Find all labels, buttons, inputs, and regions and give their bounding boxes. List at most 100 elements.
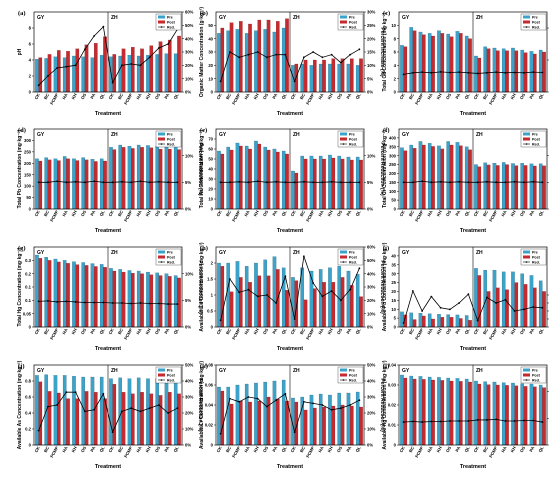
- axis-frame: [215, 364, 365, 446]
- reduction-point: [120, 64, 123, 67]
- bar-pre: [418, 141, 423, 210]
- y2-tick-label: 5%: [367, 180, 373, 185]
- reduction-point: [102, 301, 105, 304]
- x-tick-label: OS: [445, 445, 452, 453]
- y-tick-label: 0: [29, 443, 32, 448]
- reduction-point: [513, 71, 516, 74]
- reduction-point: [349, 288, 352, 291]
- legend-label-post: Post: [167, 255, 176, 259]
- legend-swatch-post: [523, 255, 530, 259]
- y-tick-label: 0: [211, 207, 214, 212]
- x-tick-label: KH: [253, 328, 260, 336]
- x-tick-label: BC: [43, 328, 50, 336]
- legend-swatch-red-dot: [160, 143, 163, 145]
- x-tick-label: PCMP: [414, 92, 424, 105]
- x-tick-label: BC: [408, 210, 415, 218]
- legend-swatch-red-dot: [160, 26, 163, 28]
- reduction-point: [46, 75, 49, 77]
- legend-swatch-pre: [158, 368, 165, 372]
- x-tick-label: KH: [71, 328, 78, 336]
- x-tick-label: QL: [280, 327, 287, 335]
- y2-tick-label: 0%: [185, 443, 191, 448]
- reduction-point: [293, 181, 296, 184]
- bar-post: [220, 27, 225, 93]
- y2-tick-label: 40%: [185, 379, 194, 384]
- group-label-gy: GY: [402, 250, 410, 256]
- x-tick-label: QL: [463, 445, 470, 453]
- bar-pre: [217, 386, 221, 446]
- reduction-point: [219, 319, 222, 322]
- y2-tick-label: 20%: [367, 298, 376, 303]
- y-tick-label: 10: [391, 307, 396, 312]
- reduction-point: [504, 298, 507, 301]
- legend-label-pre: Pre: [167, 368, 173, 372]
- bar-pre: [35, 158, 39, 210]
- y2-tick-label: 0%: [185, 207, 191, 212]
- axis-frame: [215, 11, 365, 93]
- bar-pre: [272, 148, 277, 210]
- y-tick-label: 50: [208, 157, 213, 162]
- y2-tick-label: 10%: [185, 427, 194, 432]
- legend-label-post: Post: [349, 20, 358, 24]
- reduction-point: [467, 181, 470, 184]
- bar-pre: [272, 31, 277, 93]
- reduction-point: [421, 180, 424, 183]
- legend-swatch-pre: [340, 250, 347, 254]
- legend-label-red: Red.: [167, 142, 175, 146]
- reduction-point: [476, 72, 479, 75]
- bar-pre: [155, 54, 159, 93]
- x-axis-label: Treatment: [277, 228, 303, 234]
- bar-post: [140, 147, 144, 210]
- reduction-point: [139, 180, 142, 183]
- bar-pre: [244, 266, 249, 328]
- reduction-point: [532, 419, 535, 422]
- x-tick-label: QL: [537, 209, 544, 217]
- bar-pre: [263, 146, 267, 210]
- x-tick-label: HA: [135, 93, 142, 101]
- x-tick-label: PA: [271, 210, 278, 217]
- bar-post: [140, 48, 144, 93]
- y-tick-label: 25: [391, 280, 396, 285]
- x-tick-label: QL: [280, 209, 287, 217]
- bar-pre: [44, 157, 48, 210]
- y-tick-label: 5: [394, 316, 397, 321]
- reduction-point: [157, 404, 160, 406]
- y2-tick-label: 40%: [367, 271, 376, 276]
- bar-pre: [464, 378, 469, 446]
- bar-post: [505, 164, 509, 210]
- x-tick-label: BC: [225, 328, 232, 336]
- bar-post: [229, 291, 234, 328]
- x-tick-label: BC: [408, 446, 415, 454]
- panel-label: (d): [18, 127, 26, 134]
- bar-post: [121, 271, 126, 328]
- x-tick-label: CK: [108, 210, 115, 218]
- bar-pre: [127, 146, 132, 210]
- panel-h: (h)Available Cd Concentration (mg·kg⁻¹) P…: [199, 242, 385, 352]
- bar-pre: [217, 262, 221, 328]
- reduction-point: [504, 181, 507, 184]
- reduction-point: [65, 65, 68, 68]
- reduction-point: [167, 303, 170, 305]
- bar-post: [149, 393, 154, 446]
- legend-label-red: Red.: [349, 378, 357, 382]
- x-tick-label: QL: [537, 445, 544, 453]
- bar-pre: [427, 33, 432, 93]
- x-tick-label: OS: [262, 327, 269, 335]
- y-tick-label: 150: [389, 180, 397, 185]
- bar-post: [322, 282, 326, 328]
- group-label-gy: GY: [219, 132, 227, 138]
- bar-post: [158, 149, 163, 210]
- bar-post: [177, 393, 181, 446]
- bar-post: [431, 146, 435, 210]
- bar-pre: [418, 31, 423, 93]
- panel-label: (b): [200, 10, 208, 17]
- y-tick-label: 300: [24, 138, 32, 143]
- x-tick-label: PA: [454, 210, 461, 217]
- legend-swatch-pre: [523, 132, 530, 136]
- group-label-gy: GY: [402, 15, 410, 21]
- bar-pre: [99, 55, 104, 93]
- x-tick-label: OS: [80, 92, 87, 100]
- x-axis-label: Treatment: [460, 464, 486, 470]
